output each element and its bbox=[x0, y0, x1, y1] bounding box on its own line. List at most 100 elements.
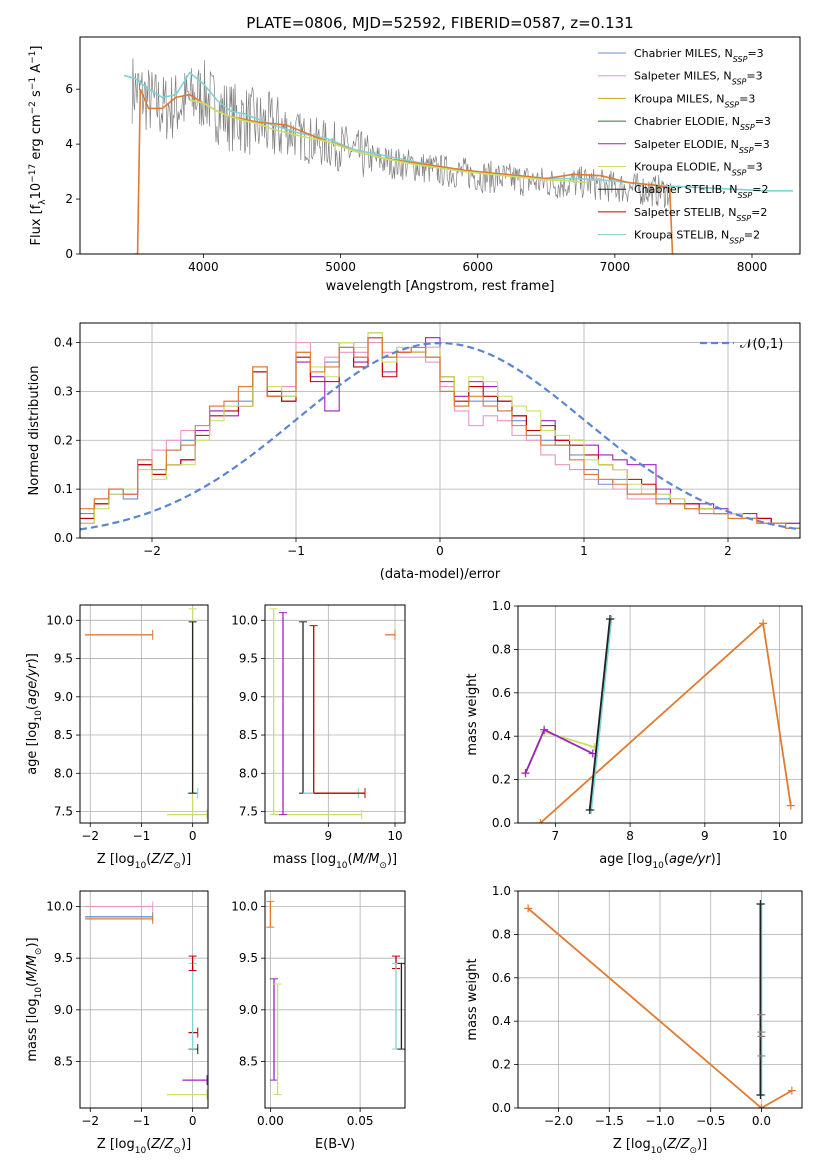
point-marker bbox=[757, 1032, 766, 1041]
label-part: Flux [f bbox=[29, 204, 44, 245]
spectrum-panel: 4000 5000 6000 7000 8000 0 2 4 6 wavelength [Angs… bbox=[28, 36, 801, 294]
observed-spectrum-line bbox=[131, 58, 673, 208]
histogram-series bbox=[80, 337, 800, 529]
legend-label: Salpeter STELIB, NSSP=2 bbox=[634, 206, 767, 223]
y-tick-label: 0.0 bbox=[492, 1101, 511, 1115]
label-part: ⊙ bbox=[34, 948, 44, 956]
x-tick-label: −2 bbox=[81, 1114, 99, 1128]
x-tick-label: 8 bbox=[626, 829, 634, 843]
legend-subscript: SSP bbox=[724, 100, 739, 109]
y-tick-label: 7.5 bbox=[54, 805, 73, 819]
y-tick-label: 0 bbox=[65, 247, 73, 261]
axes-frame bbox=[264, 604, 406, 824]
weight-series-line bbox=[527, 907, 793, 1108]
legend-text: Kroupa ELODIE, N bbox=[634, 161, 732, 174]
legend-tail: =3 bbox=[754, 138, 770, 151]
label-part: ( bbox=[25, 705, 40, 710]
x-tick-label: −2.0 bbox=[544, 1114, 573, 1128]
histogram-series bbox=[80, 332, 800, 529]
plot-area bbox=[524, 900, 796, 1108]
legend-text: Salpeter ELODIE, N bbox=[634, 138, 739, 151]
y-tick-label: 2 bbox=[65, 192, 73, 206]
label-part: )] bbox=[387, 852, 397, 867]
label-part: Z/Z bbox=[150, 1137, 174, 1152]
label-part: )] bbox=[711, 852, 721, 867]
label-part: age [log bbox=[599, 852, 652, 867]
plot-area bbox=[266, 900, 405, 1096]
legend-subscript: SSP bbox=[740, 123, 755, 132]
x-axis-label: (data-model)/error bbox=[380, 567, 501, 582]
y-tick-label: 8.0 bbox=[54, 766, 73, 780]
normal-distribution-curve bbox=[80, 341, 800, 531]
x-tick-label: 0 bbox=[189, 829, 197, 843]
y-tick-label: 0.3 bbox=[54, 384, 73, 398]
mass-vs-ebv-panel: 0.00 0.05 8.5 9.0 9.5 10.0 E(B-V) bbox=[231, 890, 406, 1152]
legend-tail: =3 bbox=[746, 70, 762, 83]
x-tick-label: −1 bbox=[133, 829, 151, 843]
model-spectrum-line bbox=[189, 99, 588, 184]
legend-text: Chabrier STELIB, N bbox=[634, 183, 738, 196]
x-axis-label: Z [log10(Z/Z⊙)] bbox=[613, 1137, 707, 1156]
x-tick-label: 10 bbox=[387, 829, 402, 843]
y-tick-label: 9.5 bbox=[54, 652, 73, 666]
y-tick-label: 8.5 bbox=[239, 728, 258, 742]
x-tick-label: 0.05 bbox=[347, 1114, 374, 1128]
label-part: 10 bbox=[135, 861, 147, 871]
label-part: ] bbox=[29, 46, 44, 51]
x-axis-label: Z [log10(Z/Z⊙)] bbox=[97, 1137, 191, 1156]
label-part: )] bbox=[25, 937, 40, 947]
label-part: λ bbox=[38, 199, 48, 205]
age-vs-metallicity-panel: −2 −1 07.58.08.59.09.510.0Z [log10(Z/Z⊙)]a… bbox=[25, 604, 209, 871]
legend-label: Salpeter ELODIE, NSSP=3 bbox=[634, 138, 770, 155]
legend-tail: =2 bbox=[751, 206, 767, 219]
model-spectrum-line bbox=[134, 88, 674, 254]
figure-title: PLATE=0806, MJD=52592, FIBERID=0587, z=0… bbox=[246, 14, 633, 32]
point-marker bbox=[786, 801, 795, 810]
x-tick-label: 9 bbox=[701, 829, 709, 843]
y-tick-label: 0.4 bbox=[492, 729, 511, 743]
axes-frame bbox=[79, 36, 801, 255]
legend-label: 𝒩(0,1) bbox=[740, 337, 783, 352]
plot-area bbox=[123, 58, 794, 254]
legend-text: Chabrier MILES, N bbox=[634, 47, 733, 60]
label-part: erg cm bbox=[29, 114, 44, 163]
x-tick-label: 0 bbox=[436, 544, 444, 558]
y-tick-label: 6 bbox=[65, 82, 73, 96]
point-marker bbox=[524, 904, 533, 913]
x-axis-label: E(B-V) bbox=[315, 1137, 355, 1152]
weight-series-line bbox=[590, 618, 613, 811]
x-axis-label: wavelength [Angstrom, rest frame] bbox=[326, 279, 555, 294]
y-tick-label: 0.2 bbox=[492, 773, 511, 787]
y-axis-label: Normed distribution bbox=[27, 366, 42, 496]
point-marker bbox=[757, 1051, 766, 1060]
legend-tail: =3 bbox=[755, 115, 771, 128]
x-tick-label: 7000 bbox=[600, 260, 631, 274]
label-part: 10 bbox=[652, 861, 664, 871]
point-marker bbox=[585, 805, 594, 814]
label-part: A bbox=[29, 64, 44, 77]
legend-label: Kroupa MILES, NSSP=3 bbox=[634, 92, 755, 109]
plot-area bbox=[80, 332, 800, 531]
label-part: Z [log bbox=[613, 1137, 651, 1152]
y-tick-label: 9.0 bbox=[239, 690, 258, 704]
x-tick-label: 10 bbox=[772, 829, 787, 843]
label-part: Z/Z bbox=[150, 852, 174, 867]
legend-label: Salpeter MILES, NSSP=3 bbox=[634, 70, 763, 87]
legend-subscript: SSP bbox=[739, 145, 754, 154]
y-tick-label: 0.6 bbox=[492, 686, 511, 700]
label-part: ⊙ bbox=[173, 861, 181, 871]
point-marker bbox=[756, 1090, 765, 1099]
y-tick-label: 4 bbox=[65, 137, 73, 151]
legend-label: Kroupa ELODIE, NSSP=3 bbox=[634, 161, 763, 178]
label-part: 10 bbox=[34, 710, 44, 722]
mass-vs-metallicity-panel: −2 −1 08.59.09.510.0Z [log10(Z/Z⊙)]mass [l… bbox=[25, 890, 209, 1156]
label-part: age/yr bbox=[25, 662, 40, 705]
x-tick-label: 9 bbox=[325, 829, 333, 843]
point-marker bbox=[540, 725, 549, 734]
y-tick-label: 9.5 bbox=[239, 652, 258, 666]
x-tick-label: −0.5 bbox=[696, 1114, 725, 1128]
label-part: 10 bbox=[336, 861, 348, 871]
y-tick-label: 8.0 bbox=[239, 766, 258, 780]
x-axis-label: age [log10(age/yr)] bbox=[599, 852, 721, 871]
